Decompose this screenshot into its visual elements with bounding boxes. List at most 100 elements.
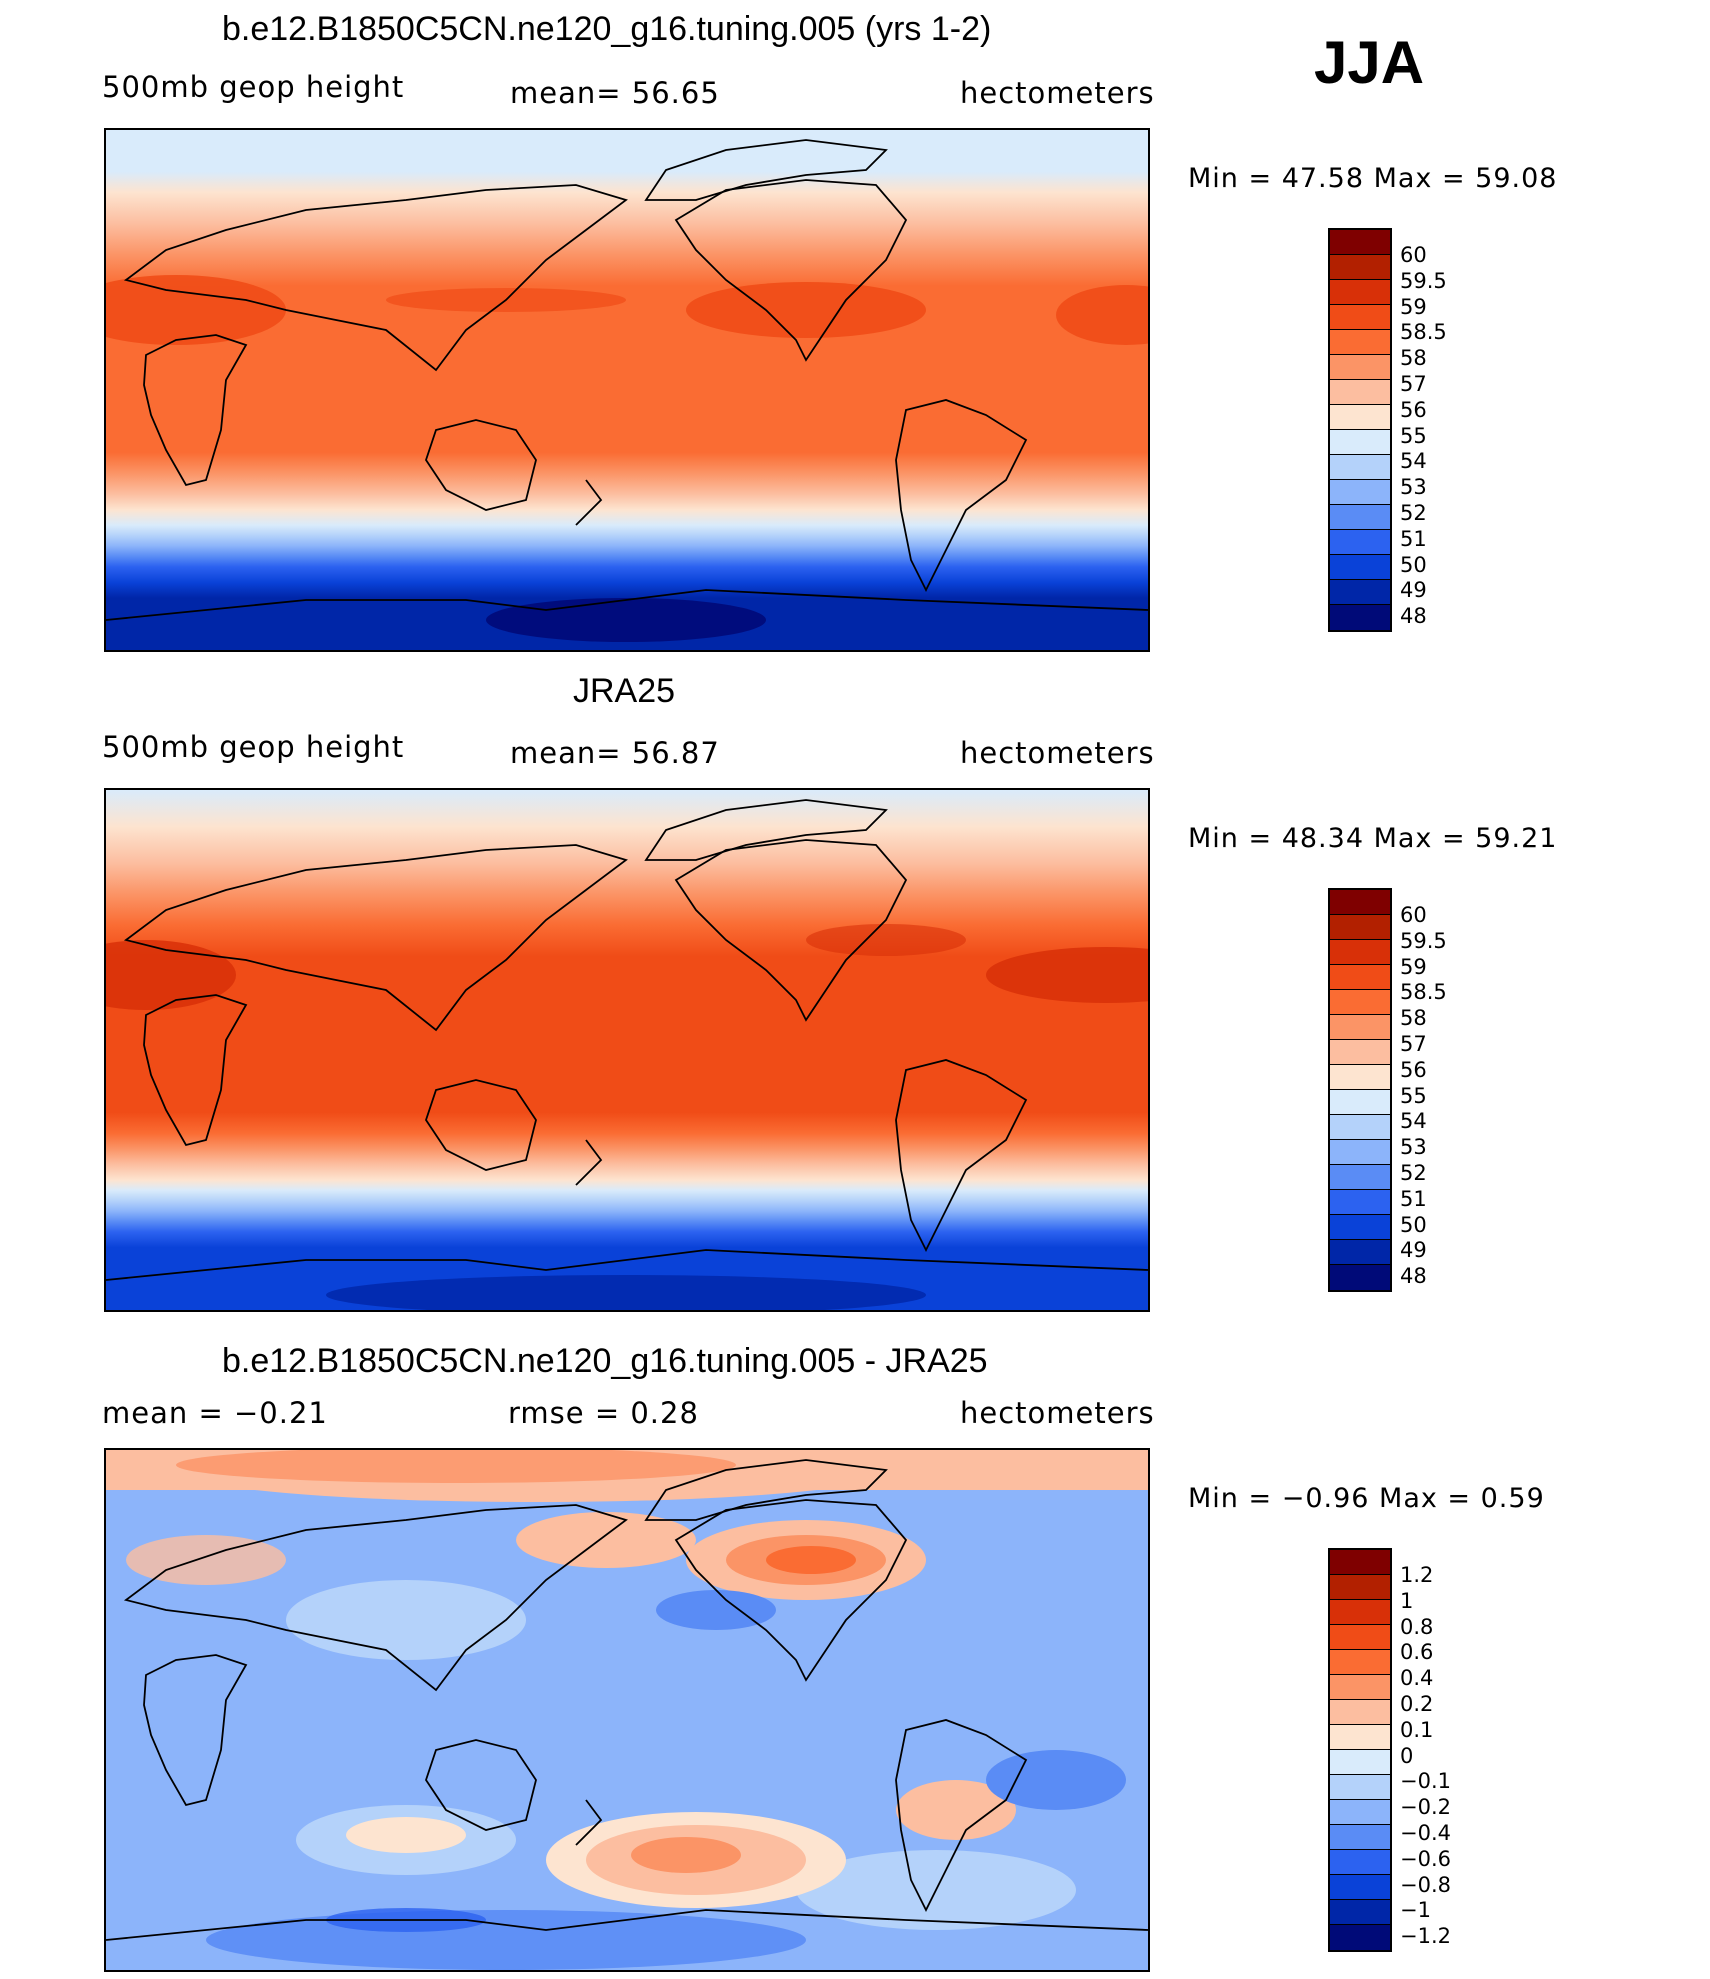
panel-3-colorbar-box	[1330, 1800, 1390, 1825]
panel-1-colorbar-box	[1330, 405, 1390, 430]
panel-3-colorbar-box	[1330, 1925, 1390, 1950]
panel-3-colorbar-box	[1330, 1775, 1390, 1800]
panel-1-colorbar-box	[1330, 455, 1390, 480]
colorbar-label: −0.1	[1400, 1769, 1451, 1794]
colorbar-label: 0.8	[1400, 1614, 1434, 1639]
panel-1-map-svg	[106, 130, 1148, 650]
panel-2-colorbar-box	[1330, 1240, 1390, 1265]
panel-1-colorbar-box	[1330, 580, 1390, 605]
panel-2-map	[104, 788, 1150, 1312]
panel-1-colorbar-box	[1330, 255, 1390, 280]
colorbar-label: 49	[1400, 1238, 1427, 1263]
panel-3-rmse-label: rmse = 0.28	[508, 1396, 699, 1430]
panel-3-colorbar-box	[1330, 1650, 1390, 1675]
colorbar-label: 0.6	[1400, 1640, 1434, 1665]
panel-3-colorbar-box	[1330, 1750, 1390, 1775]
panel-3-colorbar-box	[1330, 1725, 1390, 1750]
colorbar-label: 54	[1400, 449, 1427, 474]
panel-2-colorbar-box	[1330, 1190, 1390, 1215]
colorbar-label: 0	[1400, 1743, 1414, 1768]
colorbar-label: −0.8	[1400, 1872, 1451, 1897]
panel-1-colorbar-box	[1330, 555, 1390, 580]
colorbar-label: 55	[1400, 1083, 1427, 1108]
panel-3-colorbar	[1328, 1548, 1392, 1952]
colorbar-label: 58	[1400, 346, 1427, 371]
panel-1-colorbar	[1328, 228, 1392, 632]
colorbar-label: 51	[1400, 526, 1427, 551]
panel-2-min-max: Min = 48.34 Max = 59.21	[1188, 823, 1558, 854]
colorbar-label: 1.2	[1400, 1563, 1434, 1587]
panel-1-colorbar-box	[1330, 380, 1390, 405]
panel-2-colorbar-box	[1330, 1115, 1390, 1140]
colorbar-label: 52	[1400, 1161, 1427, 1185]
colorbar-label: 49	[1400, 578, 1427, 603]
colorbar-label: 59.5	[1400, 928, 1447, 953]
panel-3-colorbar-box	[1330, 1625, 1390, 1650]
panel-1-colorbar-box	[1330, 305, 1390, 330]
panel-3-colorbar-box	[1330, 1600, 1390, 1625]
panel-2-colorbar-box	[1330, 915, 1390, 940]
panel-3-colorbar-box	[1330, 1550, 1390, 1575]
colorbar-label: 50	[1400, 552, 1427, 577]
colorbar-label: −0.6	[1400, 1846, 1451, 1871]
colorbar-label: 0.4	[1400, 1666, 1434, 1691]
panel-3-min-max: Min = −0.96 Max = 0.59	[1188, 1483, 1545, 1514]
panel-2-colorbar-box	[1330, 1165, 1390, 1190]
panel-3-units-label: hectometers	[960, 1396, 1155, 1430]
colorbar-label: −0.2	[1400, 1795, 1451, 1820]
colorbar-label: 58.5	[1400, 320, 1447, 345]
colorbar-label: −1.2	[1400, 1924, 1451, 1949]
panel-1-colorbar-box	[1330, 355, 1390, 380]
colorbar-label: 53	[1400, 475, 1427, 500]
panel-3-title: b.e12.B1850C5CN.ne120_g16.tuning.005 - J…	[222, 1342, 988, 1380]
colorbar-label: 56	[1400, 397, 1427, 422]
panel-1-map	[104, 128, 1150, 652]
colorbar-label: 0.2	[1400, 1692, 1434, 1716]
panel-2-colorbar-box	[1330, 965, 1390, 990]
panel-2-map-svg	[106, 790, 1148, 1310]
panel-3-colorbar-box	[1330, 1825, 1390, 1850]
panel-2-colorbar-box	[1330, 1015, 1390, 1040]
colorbar-label: −1	[1400, 1898, 1431, 1923]
colorbar-label: 60	[1400, 243, 1427, 267]
colorbar-label: 52	[1400, 501, 1427, 525]
panel-3-colorbar-box	[1330, 1850, 1390, 1875]
season-label: JJA	[1314, 29, 1425, 96]
colorbar-label: 51	[1400, 1186, 1427, 1211]
panel-1-colorbar-box	[1330, 605, 1390, 630]
panel-1-colorbar-box	[1330, 330, 1390, 355]
panel-2-colorbar-box	[1330, 990, 1390, 1015]
panel-1-min-max: Min = 47.58 Max = 59.08	[1188, 163, 1558, 194]
colorbar-label: 48	[1400, 604, 1427, 629]
panel-3-colorbar-box	[1330, 1575, 1390, 1600]
panel-2-colorbar-box	[1330, 890, 1390, 915]
colorbar-label: 55	[1400, 423, 1427, 448]
panel-2-colorbar-box	[1330, 940, 1390, 965]
panel-3-colorbar-box	[1330, 1900, 1390, 1925]
colorbar-label: 57	[1400, 1032, 1427, 1056]
panel-1-colorbar-box	[1330, 530, 1390, 555]
colorbar-label: 56	[1400, 1057, 1427, 1082]
colorbar-label: 60	[1400, 903, 1427, 927]
panel-1-colorbar-box	[1330, 505, 1390, 530]
panel-1-colorbar-box	[1330, 230, 1390, 255]
colorbar-label: 48	[1400, 1264, 1427, 1289]
panel-2-colorbar-box	[1330, 1265, 1390, 1290]
panel-2-colorbar-box	[1330, 1215, 1390, 1240]
colorbar-label: 58.5	[1400, 980, 1447, 1005]
colorbar-label: 59	[1400, 294, 1427, 319]
panel-3-colorbar-box	[1330, 1875, 1390, 1900]
panel-2-units-label: hectometers	[960, 736, 1155, 770]
colorbar-label: 1	[1400, 1588, 1414, 1613]
panel-3-mean-label: mean = −0.21	[102, 1396, 328, 1430]
colorbar-label: −0.4	[1400, 1821, 1451, 1845]
panel-2-colorbar	[1328, 888, 1392, 1292]
panel-2-variable-label: 500mb geop height	[102, 730, 405, 764]
colorbar-label: 54	[1400, 1109, 1427, 1134]
panel-3-colorbar-box	[1330, 1700, 1390, 1725]
colorbar-label: 57	[1400, 372, 1427, 396]
panel-1-colorbar-box	[1330, 430, 1390, 455]
colorbar-label: 58	[1400, 1006, 1427, 1031]
panel-1-colorbar-box	[1330, 480, 1390, 505]
panel-1-title: b.e12.B1850C5CN.ne120_g16.tuning.005 (yr…	[222, 10, 992, 48]
